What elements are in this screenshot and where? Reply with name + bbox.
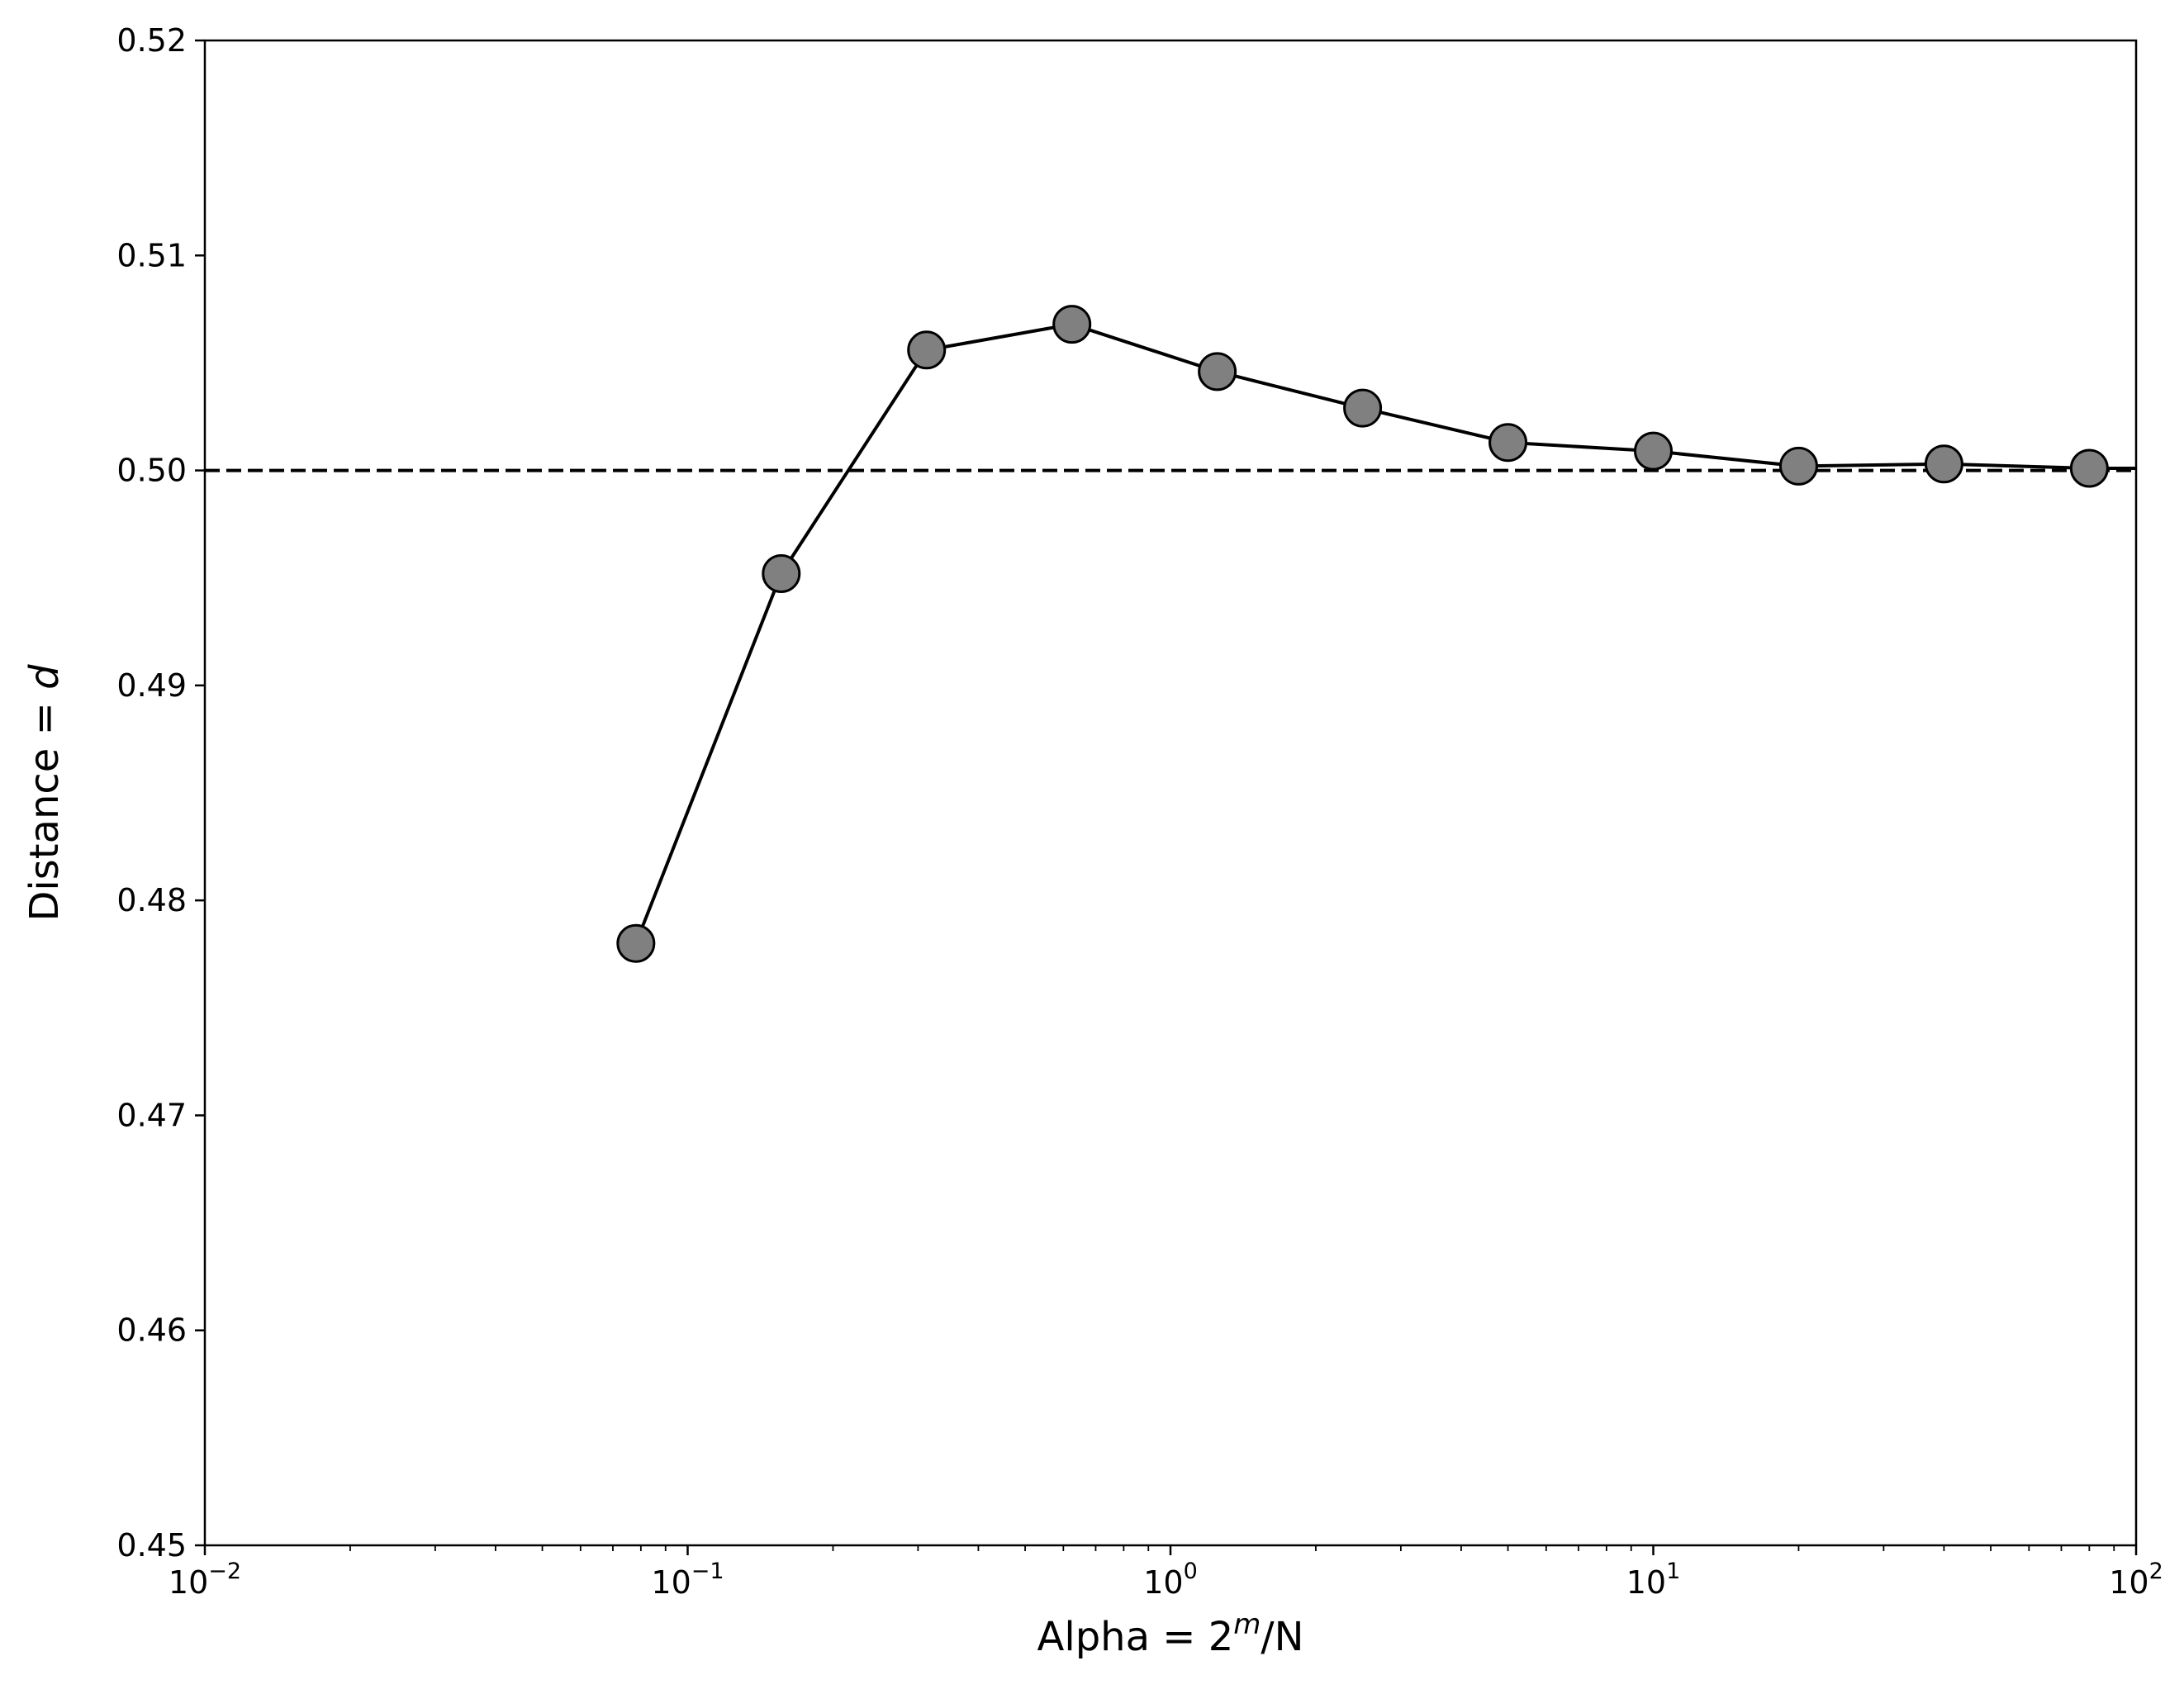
plot-area [205, 305, 2136, 963]
x-axis-ticks: 10−2 10−1 100 101 102 [169, 1545, 2163, 1601]
y-tick-label-4: 0.49 [116, 667, 187, 704]
y-tick-label-0: 0.45 [116, 1527, 187, 1564]
x-axis-label: Alpha = 2m/N [1037, 1608, 1304, 1660]
data-point-8 [1778, 446, 1818, 486]
series-line-0 [634, 322, 2136, 944]
y-axis-ticks: 0.45 0.46 0.47 0.48 0.49 0.50 0.51 0.52 [116, 22, 205, 1564]
data-point-4 [1198, 352, 1237, 391]
y-tick-label-3: 0.48 [116, 882, 187, 918]
y-tick-label-2: 0.47 [116, 1097, 187, 1133]
y-tick-label-5: 0.50 [116, 453, 187, 489]
y-tick-label-7: 0.52 [116, 22, 187, 59]
y-tick-label-1: 0.46 [116, 1312, 187, 1349]
plot-frame [203, 39, 2138, 1547]
y-tick-label-6: 0.51 [116, 237, 187, 273]
x-tick-label-2: 100 [1143, 1559, 1198, 1601]
data-point-7 [1634, 431, 1673, 471]
data-point-0 [616, 923, 656, 963]
series-lines [634, 322, 2136, 944]
data-point-9 [1924, 444, 1963, 484]
x-tick-label-4: 102 [2109, 1559, 2163, 1601]
data-point-10 [2069, 448, 2109, 488]
series-points [616, 305, 2109, 963]
x-tick-label-0: 10−2 [169, 1559, 241, 1601]
data-point-2 [907, 330, 947, 370]
data-point-5 [1343, 388, 1383, 428]
data-point-6 [1488, 423, 1528, 463]
y-axis-label: Distance = d [21, 664, 68, 922]
data-point-3 [1052, 305, 1092, 344]
x-tick-label-3: 101 [1626, 1559, 1681, 1601]
data-point-1 [762, 554, 801, 594]
x-tick-label-1: 10−1 [651, 1559, 724, 1601]
